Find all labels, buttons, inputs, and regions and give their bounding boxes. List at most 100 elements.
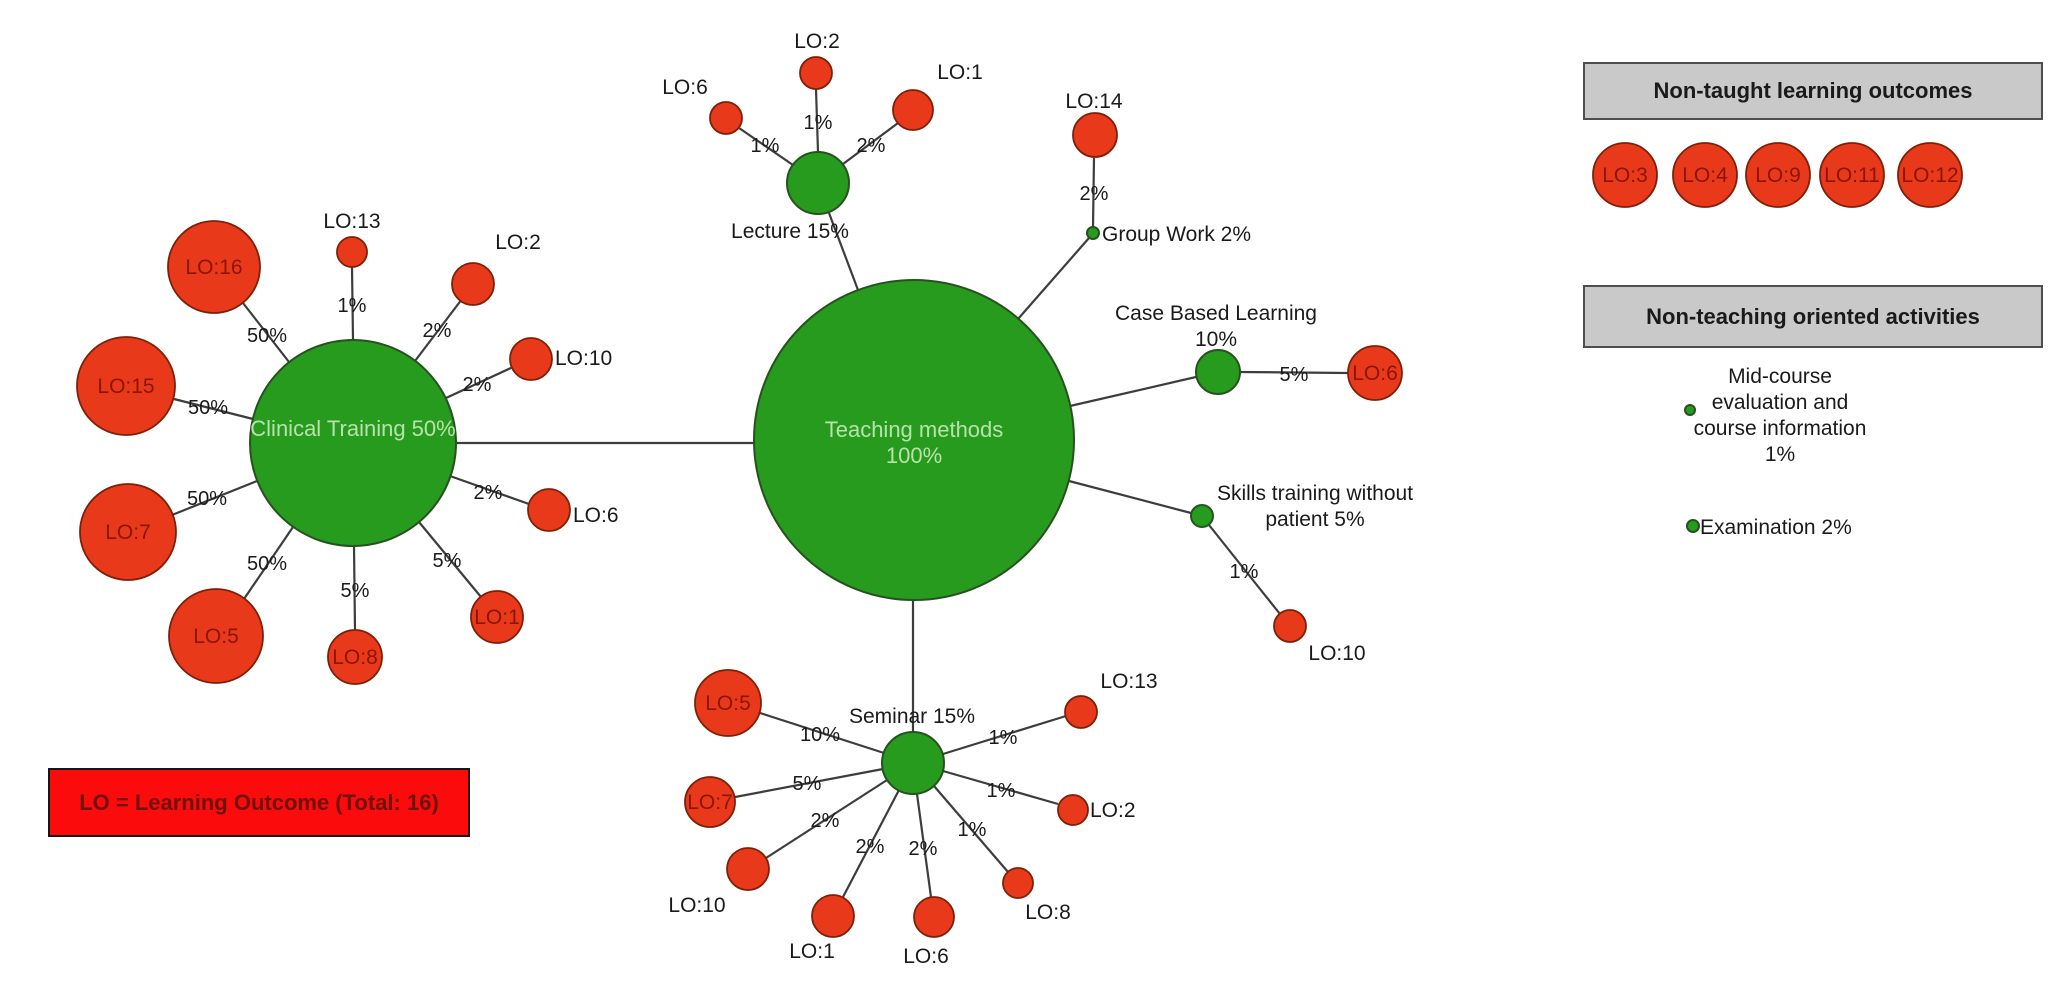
edge-teaching-groupwork [1017,237,1090,320]
lo-note-label: LO = Learning Outcome (Total: 16) [79,789,439,815]
node-legend-lo3 [1592,142,1658,208]
label-lo1-lecture: LO:1 [937,61,983,84]
edge-clinical-lo2-clinical [414,298,463,362]
label-lo10-skills: LO:10 [1308,642,1365,665]
node-lo15-clinical [76,336,176,436]
node-seminar [881,731,945,795]
label-lo7-clinical: LO:7 [105,521,151,544]
edge-groupwork-lo14-groupwork [1091,157,1096,228]
edge-label-seminar-lo7-seminar: 5% [793,773,822,795]
node-lo8-seminar [1002,867,1034,899]
label-clinical: Clinical Training 50% [250,416,455,441]
edge-label-skills-lo10-skills: 1% [1230,561,1259,583]
node-lo16-clinical [167,220,261,314]
edge-label-seminar-lo13-seminar: 1% [989,727,1018,749]
node-lo1-seminar [811,894,855,938]
node-lo13-seminar [1064,695,1098,729]
edge-seminar-lo6-seminar [915,793,933,898]
label-legend-lo4: LO:4 [1682,164,1728,187]
edge-label-clinical-lo10-clinical: 2% [463,374,492,396]
node-lo1-clinical [470,590,524,644]
label-casebased: Case Based Learning 10% [1115,302,1317,351]
node-legend-lo12 [1897,142,1963,208]
label-seminar: Seminar 15% [849,705,975,728]
edge-label-groupwork-lo14-groupwork: 2% [1080,183,1109,205]
label-lo13-seminar: LO:13 [1100,670,1157,693]
edge-clinical-lo15-clinical [173,397,254,421]
edge-label-seminar-lo8-seminar: 1% [958,819,987,841]
label-midcourse-dot: Mid-course evaluation and course informati… [1694,365,1867,466]
node-lo7-clinical [79,483,177,581]
edge-clinical-lo1-clinical [418,521,482,598]
label-teaching: Teaching methods 100% [825,417,1004,468]
edge-label-seminar-lo2-seminar: 1% [987,780,1016,802]
edge-label-seminar-lo10-seminar: 2% [811,810,840,832]
node-teaching [753,279,1075,601]
node-groupwork [1086,226,1100,240]
edge-label-seminar-lo1-seminar: 2% [856,836,885,858]
edge-clinical-lo16-clinical [242,302,290,363]
label-lo14-groupwork: LO:14 [1065,90,1123,113]
node-clinical [249,339,457,547]
edge-label-lecture-lo1-lecture: 2% [857,135,886,157]
node-lo6-clinical [527,488,571,532]
edge-seminar-lo7-seminar [734,767,884,799]
label-lo15-clinical: LO:15 [97,375,154,398]
edge-label-casebased-lo6-casebased: 5% [1280,364,1309,386]
edge-label-seminar-lo6-seminar: 2% [909,838,938,860]
edge-label-clinical-lo6-clinical: 2% [474,482,503,504]
edge-label-clinical-lo5-clinical: 50% [247,553,287,575]
node-lecture [786,151,850,215]
edge-lecture-lo1-lecture [842,122,899,165]
edge-label-clinical-lo1-clinical: 5% [433,550,462,572]
edge-casebased-lo6-casebased [1239,370,1349,375]
node-lo8-clinical [327,629,383,685]
node-lo6-lecture [709,101,743,135]
node-skills [1190,504,1214,528]
non-teaching-legend-title: Non-teaching oriented activities [1646,303,1980,329]
node-lo5-seminar [694,669,762,737]
node-lo7-seminar [684,776,736,828]
label-lo8-seminar: LO:8 [1025,901,1071,924]
label-lo13-clinical: LO:13 [323,210,380,233]
edge-clinical-lo6-clinical [449,474,530,506]
non-taught-legend-title: Non-taught learning outcomes [1653,78,1973,103]
label-legend-lo3: LO:3 [1602,164,1648,187]
edge-seminar-lo10-seminar [765,779,888,859]
node-legend-lo9 [1745,142,1811,208]
edge-label-clinical-lo7-clinical: 50% [187,488,227,510]
label-lo10-seminar: LO:10 [668,894,725,917]
edge-label-clinical-lo15-clinical: 50% [188,397,228,419]
label-legend-lo11: LO:11 [1824,164,1880,187]
edge-seminar-lo8-seminar [933,785,1009,873]
label-lo10-clinical: LO:10 [555,347,612,370]
edge-clinical-lo5-clinical [243,526,294,600]
node-examination-dot [1686,519,1700,533]
label-legend-lo9: LO:9 [1755,164,1801,187]
node-lo10-seminar [726,847,770,891]
edge-seminar-lo1-seminar [842,789,900,898]
label-lo6-clinical: LO:6 [573,504,619,527]
edge-label-lecture-lo2-lecture: 1% [804,112,833,134]
edge-seminar-lo13-seminar [942,714,1067,756]
edge-clinical-lo10-clinical [445,366,514,399]
non-taught-legend-header: Non-taught learning outcomes [1583,62,2043,120]
edge-teaching-skills [1068,479,1192,515]
label-lo1-seminar: LO:1 [789,940,835,963]
edge-clinical-lo7-clinical [171,479,258,517]
node-lo5-clinical [168,588,264,684]
node-lo2-lecture [799,56,833,90]
node-legend-lo11 [1819,142,1885,208]
label-groupwork: Group Work 2% [1102,223,1251,246]
edge-label-lecture-lo6-lecture: 1% [751,135,780,157]
label-lo1-clinical: LO:1 [474,606,520,629]
edge-teaching-lecture [827,212,860,291]
label-lo8-clinical: LO:8 [332,646,378,669]
label-lo5-clinical: LO:5 [193,625,239,648]
node-lo2-clinical [451,262,495,306]
edge-lecture-lo6-lecture [738,127,794,166]
node-casebased [1195,349,1241,395]
label-skills: Skills training without patient 5% [1217,482,1413,531]
